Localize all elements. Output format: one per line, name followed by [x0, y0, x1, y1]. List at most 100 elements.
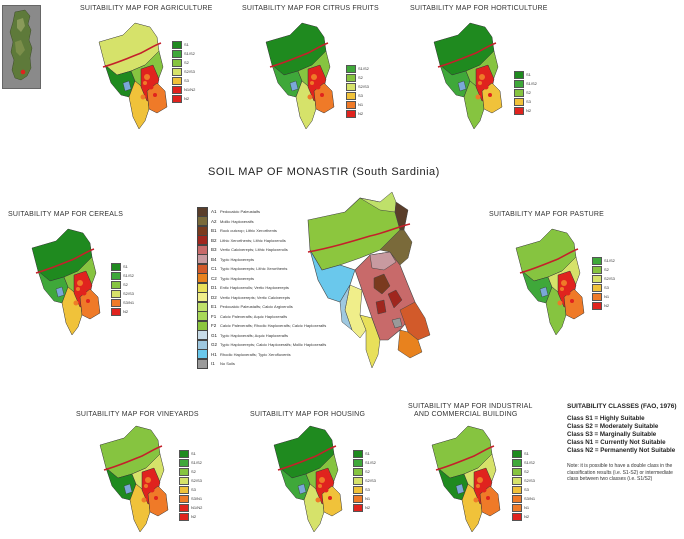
legend-swatch	[172, 85, 182, 94]
legend-label: N2	[184, 96, 190, 101]
legend-swatch	[179, 485, 189, 494]
legend-label: N1	[524, 505, 530, 510]
legend-swatch	[111, 262, 121, 271]
legend-industrial: S1 S1/S2 S2 S2/S3 S3 S3/N1 N1 N2	[512, 449, 535, 521]
soil-code: D1	[211, 285, 217, 291]
legend-label: S2	[184, 60, 189, 65]
soil-label: Calcic Palexeralfs; Rhodic Haploxeralfs;…	[220, 323, 327, 329]
legend-swatch	[179, 503, 189, 512]
legend-row: S1	[512, 449, 535, 458]
legend-swatch	[172, 94, 182, 103]
legend-row: S1/S2	[592, 256, 615, 265]
title-citrus: SUITABILITY MAP FOR CITRUS FRUITS	[242, 5, 379, 12]
soil-swatch	[197, 292, 208, 303]
unsuitable-patch	[315, 84, 321, 90]
legend-row: S1/S2	[172, 49, 195, 58]
soil-code: B4	[211, 256, 217, 262]
suitability-map-citrus	[265, 22, 335, 130]
soil-label: Mollic Haploxeralfs	[220, 218, 254, 224]
water-body	[457, 80, 467, 92]
legend-row: N2	[179, 512, 202, 521]
unsuitable-patch	[77, 280, 83, 286]
legend-swatch	[111, 280, 121, 289]
soil-swatch	[197, 349, 208, 360]
suitability-map-agriculture	[98, 22, 168, 130]
soil-swatch	[197, 358, 208, 369]
legend-row: S2/S3	[111, 289, 134, 298]
soil-code: G2	[211, 342, 218, 348]
legend-label: S1/S2	[526, 81, 537, 86]
legend-row: S3/N1	[179, 494, 202, 503]
legend-swatch	[592, 301, 602, 310]
legend-label: S1/S2	[184, 51, 195, 56]
unsuitable-patch	[486, 71, 490, 75]
legend-swatch	[592, 274, 602, 283]
river-line	[519, 248, 579, 274]
legend-label: N2	[526, 108, 532, 113]
legend-swatch	[172, 67, 182, 76]
river-line	[269, 42, 329, 68]
water-body	[123, 483, 133, 495]
legend-label: S1/S2	[604, 258, 615, 263]
soil-swatch	[197, 273, 208, 284]
legend-swatch	[514, 88, 524, 97]
legend-label: S3	[604, 285, 609, 290]
soil-label: Calcic Palexeralfs; Aquic Haploxeralfs	[220, 313, 288, 319]
legend-row: S2	[172, 58, 195, 67]
legend-cereals: S1 S1/S2 S2 S2/S3 S3/N1 N2	[111, 262, 134, 316]
legend-swatch	[346, 64, 356, 73]
legend-row: S2	[514, 88, 537, 97]
soil-unit-g2	[339, 284, 353, 331]
unsuitable-patch	[311, 74, 317, 80]
legend-label: S1/S2	[358, 66, 369, 71]
soil-label: Typic Haploxerepts; Lithic Xerorthents	[220, 266, 288, 272]
unsuitable-patch	[144, 74, 150, 80]
soil-code: D2	[211, 294, 217, 300]
unsuitable-patch	[320, 93, 324, 97]
sardinia-silhouette	[9, 9, 33, 81]
legend-label: N2	[365, 505, 371, 510]
legend-housing: S1 S1/S2 S2 S2/S3 S3 N1 N2	[353, 449, 376, 512]
legend-label: N1/N2	[184, 87, 196, 92]
legend-swatch	[592, 256, 602, 265]
legend-label: S1/S2	[123, 273, 134, 278]
legend-swatch	[111, 307, 121, 316]
legend-label: N2	[524, 514, 530, 519]
water-body	[455, 483, 465, 495]
legend-row: N2	[514, 106, 537, 115]
river-line	[102, 42, 162, 68]
unsuitable-patch	[486, 496, 490, 500]
legend-swatch	[111, 298, 121, 307]
soil-label: Entic Haploxerolls; Vertic Haploxerepts	[220, 285, 289, 291]
legend-label: S3	[526, 99, 531, 104]
legend-swatch	[592, 265, 602, 274]
region-east	[563, 288, 585, 320]
unsuitable-patch	[560, 287, 564, 291]
legend-row: S1/S2	[111, 271, 134, 280]
soil-unit-b4	[369, 251, 397, 271]
soil-swatch	[197, 225, 208, 236]
legend-swatch	[353, 503, 363, 512]
unsuitable-patch	[154, 496, 158, 500]
legend-swatch	[179, 476, 189, 485]
legend-pasture: S1/S2 S2 S2/S3 S3 N1 N2	[592, 256, 615, 310]
legend-label: N1	[365, 496, 371, 501]
unsuitable-patch	[145, 477, 151, 483]
river-line	[103, 445, 163, 471]
legend-label: S2/S3	[365, 478, 376, 483]
title-industrial-1: SUITABILITY MAP FOR INDUSTRIAL	[408, 403, 533, 410]
water-body	[297, 483, 307, 495]
legend-swatch	[514, 79, 524, 88]
soil-swatch	[197, 263, 208, 274]
unsuitable-patch	[152, 474, 156, 478]
legend-swatch	[514, 106, 524, 115]
title-industrial-2: AND COMMERCIAL BUILDING	[414, 411, 518, 418]
region-east	[321, 485, 343, 517]
class-s1: Class S1 = Highly Suitable	[567, 415, 645, 422]
legend-row: S1	[172, 40, 195, 49]
soil-code: E1	[211, 304, 217, 310]
legend-swatch	[512, 485, 522, 494]
unsuitable-patch	[476, 484, 480, 488]
soil-swatch	[197, 235, 208, 246]
soil-unit-b1	[373, 273, 391, 295]
